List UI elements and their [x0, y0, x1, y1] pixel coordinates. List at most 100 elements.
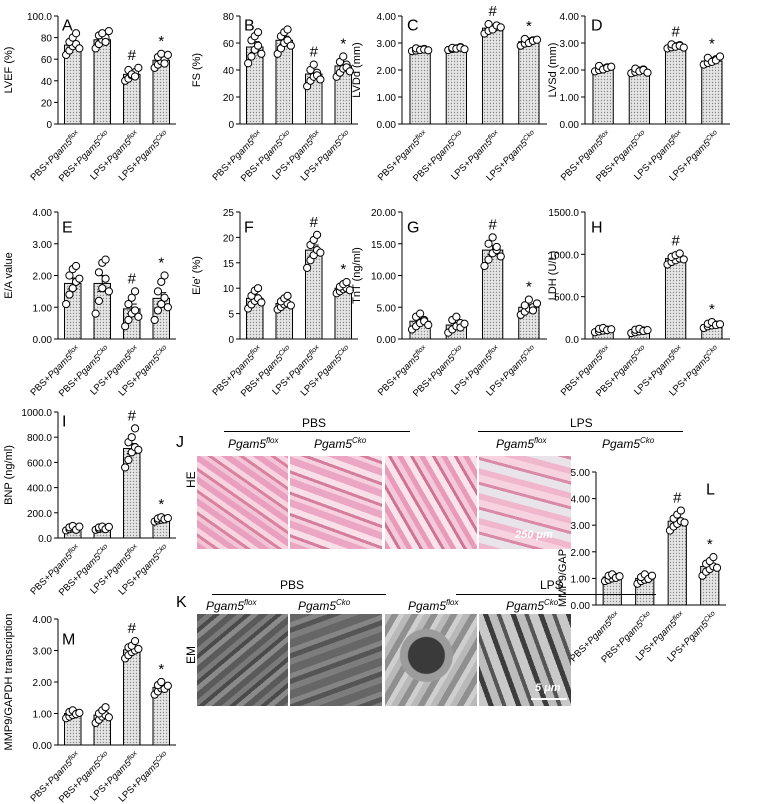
data-point: [680, 518, 689, 527]
data-point: [283, 25, 292, 34]
data-point: [160, 293, 169, 302]
bar: [445, 47, 468, 125]
bar: [664, 258, 687, 340]
em-image-lps-flox: [385, 614, 477, 706]
data-point: [75, 708, 84, 717]
data-point: [157, 277, 166, 286]
data-point: [520, 301, 529, 310]
em-header-3: Pgam5flox: [408, 598, 459, 613]
data-point: [286, 41, 295, 50]
y-tick-label: 400.0: [27, 484, 52, 495]
category-label: LPS+Pgam5Cko: [116, 543, 171, 598]
y-tick-label: 4.00: [571, 495, 591, 506]
bar: [701, 60, 723, 125]
data-point: [75, 274, 84, 283]
em-lps-label: LPS: [540, 578, 563, 592]
significance-mark: *: [526, 18, 532, 35]
data-point: [424, 46, 433, 55]
data-point: [124, 315, 133, 325]
significance-mark: #: [671, 23, 680, 40]
data-point: [65, 290, 74, 299]
data-point: [153, 287, 163, 296]
data-point: [607, 325, 616, 334]
em-header-1: Pgam5flox: [206, 598, 257, 613]
data-point: [715, 52, 725, 61]
em-image-pbs-flox: [197, 614, 288, 706]
significance-mark: #: [673, 490, 682, 507]
data-point: [130, 72, 140, 81]
category-label: PBS+Pgam5flox: [28, 542, 83, 597]
category-label: LPS+Pgam5Cko: [116, 344, 171, 399]
he-header-1: Pgam5flox: [228, 436, 279, 451]
y-tick-label: 1.00: [571, 574, 591, 585]
y-tick-label: 4.00: [560, 12, 580, 23]
y-tick-label: 1000.0: [21, 408, 52, 419]
data-point: [416, 309, 425, 318]
data-point: [312, 230, 322, 239]
y-tick-label: 3.00: [33, 647, 53, 658]
category-label: PBS+Pgam5Cko: [56, 129, 112, 185]
data-point: [157, 299, 166, 309]
y-tick-label: 3.00: [571, 521, 591, 532]
significance-mark: *: [158, 33, 164, 50]
data-point: [101, 255, 110, 264]
y-tick-label: 0.00: [377, 120, 397, 131]
y-tick-label: 0.0: [565, 335, 579, 346]
data-point: [124, 299, 133, 309]
data-point: [709, 553, 718, 562]
panel-letter: A: [62, 17, 73, 34]
y-axis-label: E/e' (%): [191, 256, 203, 295]
y-tick-label: 0: [228, 120, 234, 131]
he-lps-line: [478, 431, 683, 432]
chart-panel-m: M 0.00 1.00 2.00 3.00 4.00 MMP9/GAPDH transcri…: [3, 614, 176, 804]
significance-mark: *: [526, 279, 532, 296]
data-point: [484, 20, 493, 29]
data-point: [104, 713, 113, 722]
data-point: [712, 563, 722, 572]
category-label: PBS+Pgam5Cko: [238, 129, 294, 185]
he-image-lps-flox: [385, 456, 477, 549]
y-tick-label: 0.00: [33, 741, 53, 752]
data-point: [679, 255, 688, 264]
data-point: [130, 287, 140, 296]
y-tick-label: 80: [41, 34, 53, 45]
chart-panel-i: I 0.0 200.0 400.0 600.0 800.0 1000.0 BNP (ng/ml…: [3, 407, 176, 598]
data-point: [316, 248, 325, 257]
data-point: [160, 271, 169, 280]
data-point: [91, 309, 100, 318]
panel-letter: G: [407, 219, 419, 236]
significance-mark: *: [158, 496, 164, 513]
data-point: [163, 681, 172, 690]
data-point: [134, 63, 143, 72]
data-point: [130, 306, 140, 315]
significance-mark: *: [340, 261, 346, 278]
em-row-label: EM: [184, 646, 198, 664]
chart-panel-f: F 0 5 10 15 20 25 E/e' (%) PBS+Pgam5floxPBS+Pgam…: [191, 208, 358, 399]
significance-mark: #: [128, 270, 137, 287]
y-axis-label: FS (%): [191, 53, 203, 87]
data-point: [339, 52, 348, 61]
y-tick-label: 2.00: [33, 272, 53, 283]
y-tick-label: 20: [41, 98, 53, 109]
y-tick-label: 1.00: [33, 303, 53, 314]
data-point: [101, 703, 110, 712]
data-point: [94, 268, 104, 277]
y-tick-label: 15: [223, 259, 235, 270]
bar: [592, 68, 614, 125]
data-point: [247, 52, 256, 61]
significance-mark: *: [158, 255, 164, 272]
data-point: [163, 303, 172, 312]
he-header-3: Pgam5flox: [496, 436, 547, 451]
bar: [664, 45, 687, 125]
panel-letter: E: [62, 219, 73, 236]
data-point: [303, 263, 312, 272]
data-point: [98, 29, 107, 38]
data-point: [484, 255, 493, 264]
data-point: [647, 571, 657, 580]
panel-letter: F: [244, 219, 254, 236]
data-point: [163, 50, 172, 59]
data-point: [460, 45, 469, 54]
category-label: PBS+Pgam5Cko: [238, 344, 294, 400]
